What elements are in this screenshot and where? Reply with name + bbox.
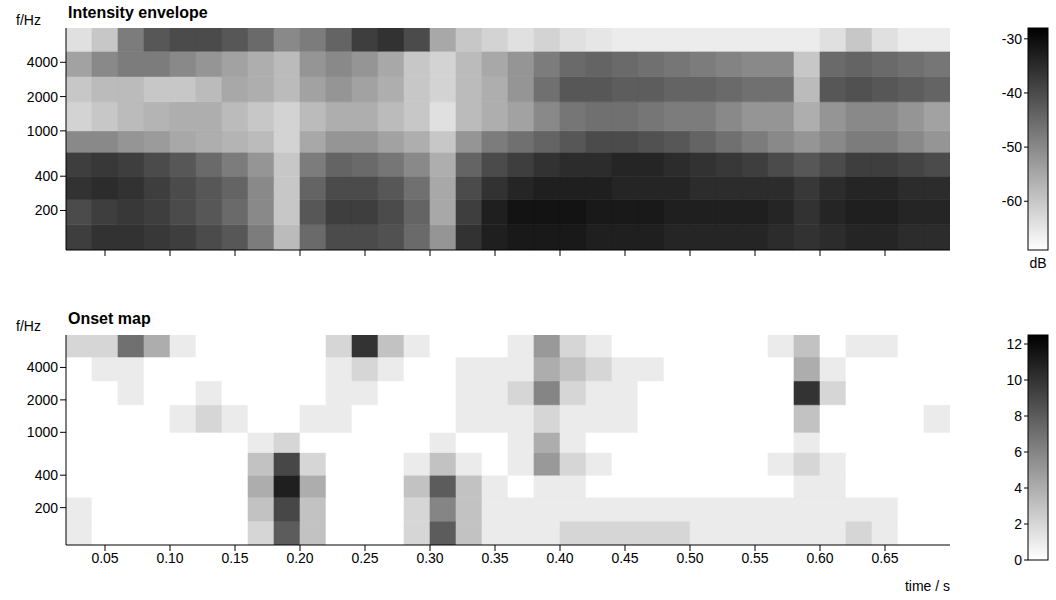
svg-text:0.50: 0.50 xyxy=(676,550,703,566)
svg-text:6: 6 xyxy=(1014,444,1022,460)
svg-text:4000: 4000 xyxy=(27,54,58,70)
html-text:Onset map: Onset map xyxy=(68,310,151,327)
svg-text:0.35: 0.35 xyxy=(481,550,508,566)
svg-text:12: 12 xyxy=(1006,336,1022,352)
svg-text:0.10: 0.10 xyxy=(156,550,183,566)
svg-text:200: 200 xyxy=(35,500,59,516)
svg-text:0.55: 0.55 xyxy=(741,550,768,566)
svg-text:-60: -60 xyxy=(1002,193,1022,209)
svg-text:2: 2 xyxy=(1014,516,1022,532)
svg-text:0.25: 0.25 xyxy=(351,550,378,566)
svg-text:0.15: 0.15 xyxy=(221,550,248,566)
svg-text:0.20: 0.20 xyxy=(286,550,313,566)
html-text:f/Hz: f/Hz xyxy=(16,318,41,334)
svg-text:1000: 1000 xyxy=(27,424,58,440)
svg-text:200: 200 xyxy=(35,202,59,218)
svg-text:1000: 1000 xyxy=(27,123,58,139)
svg-text:10: 10 xyxy=(1006,372,1022,388)
svg-text:-40: -40 xyxy=(1002,85,1022,101)
svg-text:0.30: 0.30 xyxy=(416,550,443,566)
svg-text:2000: 2000 xyxy=(27,89,58,105)
svg-text:0.45: 0.45 xyxy=(611,550,638,566)
svg-text:400: 400 xyxy=(35,467,59,483)
html-text:f/Hz: f/Hz xyxy=(16,12,41,28)
svg-text:-30: -30 xyxy=(1002,31,1022,47)
svg-text:0.40: 0.40 xyxy=(546,550,573,566)
svg-text:dB: dB xyxy=(1029,255,1046,271)
svg-text:2000: 2000 xyxy=(27,392,58,408)
svg-text:0.05: 0.05 xyxy=(91,550,118,566)
svg-text:0.60: 0.60 xyxy=(806,550,833,566)
svg-text:4000: 4000 xyxy=(27,359,58,375)
svg-text:0.65: 0.65 xyxy=(871,550,898,566)
svg-text:400: 400 xyxy=(35,168,59,184)
svg-text:8: 8 xyxy=(1014,408,1022,424)
svg-text:-50: -50 xyxy=(1002,139,1022,155)
html-text:time / s: time / s xyxy=(904,578,950,594)
svg-text:4: 4 xyxy=(1014,480,1022,496)
svg-text:0: 0 xyxy=(1014,552,1022,568)
html-text:Intensity envelope: Intensity envelope xyxy=(68,4,208,21)
